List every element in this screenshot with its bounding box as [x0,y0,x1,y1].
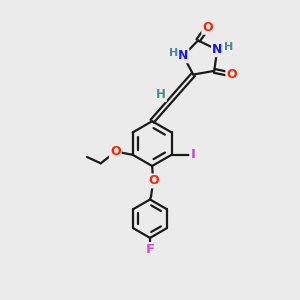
Text: F: F [146,243,154,256]
Text: H: H [169,48,178,58]
Text: O: O [110,145,121,158]
Text: N: N [178,49,188,62]
Text: N: N [212,43,222,56]
Text: O: O [202,21,213,34]
Text: H: H [224,42,233,52]
Text: O: O [226,68,237,81]
Text: I: I [190,148,195,161]
Text: H: H [156,88,166,101]
Text: O: O [148,174,158,188]
